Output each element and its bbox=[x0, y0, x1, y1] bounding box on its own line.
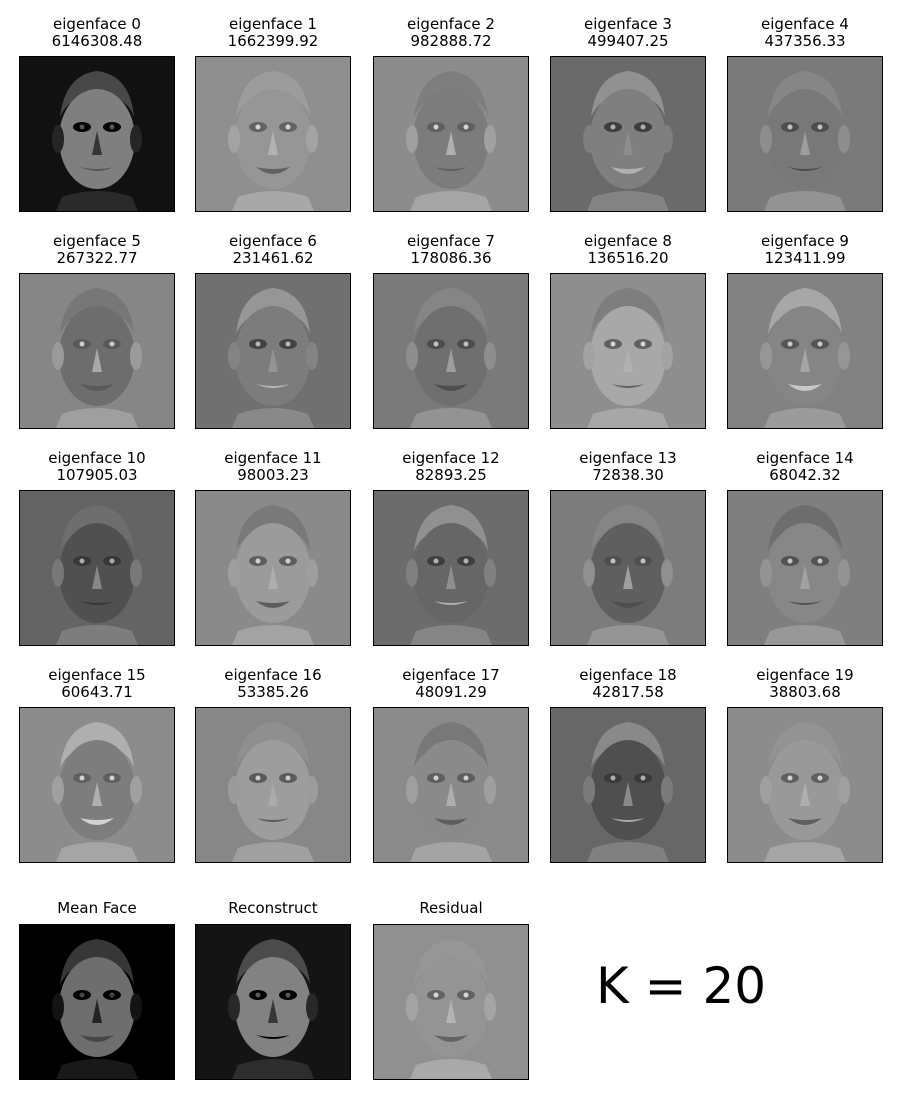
eigenface-title: eigenface 13 bbox=[579, 449, 677, 467]
eigenface-title: eigenface 1 bbox=[229, 15, 317, 33]
eigenface-image bbox=[19, 273, 175, 429]
eigenface-title: eigenface 5 bbox=[53, 232, 141, 250]
eigenface-title: eigenface 6 bbox=[229, 232, 317, 250]
eigenface-title: eigenface 4 bbox=[761, 15, 849, 33]
eigenface-title: eigenface 18 bbox=[579, 666, 677, 684]
reconstruct-title: Reconstruct bbox=[228, 899, 318, 917]
eigenvalue: 136516.20 bbox=[587, 249, 669, 267]
eigenface-image bbox=[550, 273, 706, 429]
eigenvalue: 499407.25 bbox=[587, 32, 669, 50]
eigenface-image bbox=[19, 56, 175, 212]
eigenface-image bbox=[727, 56, 883, 212]
eigenface-image bbox=[373, 707, 529, 863]
eigenface-title: eigenface 17 bbox=[402, 666, 500, 684]
eigenface-image bbox=[19, 490, 175, 646]
eigenvalue: 6146308.48 bbox=[51, 32, 143, 50]
eigenvalue: 178086.36 bbox=[410, 249, 492, 267]
residual-title: Residual bbox=[419, 899, 483, 917]
eigenface-image bbox=[727, 273, 883, 429]
k-value-label: K = 20 bbox=[596, 957, 767, 1015]
eigenface-image bbox=[195, 56, 351, 212]
eigenface-panel: eigenface 13 72838.30 bbox=[550, 450, 706, 484]
eigenvalue: 53385.26 bbox=[237, 683, 309, 701]
eigenvalue: 231461.62 bbox=[232, 249, 314, 267]
eigenface-image bbox=[727, 490, 883, 646]
eigenface-image bbox=[550, 56, 706, 212]
eigenface-title: eigenface 12 bbox=[402, 449, 500, 467]
eigenvalue: 98003.23 bbox=[237, 466, 309, 484]
eigenface-panel: eigenface 17 48091.29 bbox=[373, 667, 529, 701]
eigenface-image bbox=[373, 273, 529, 429]
eigenvalue: 123411.99 bbox=[764, 249, 846, 267]
eigenvalue: 48091.29 bbox=[415, 683, 487, 701]
mean-face-panel: Mean Face bbox=[19, 900, 175, 917]
residual-panel: Residual bbox=[373, 900, 529, 917]
eigenface-image bbox=[550, 707, 706, 863]
eigenface-panel: eigenface 7 178086.36 bbox=[373, 233, 529, 267]
eigenface-panel: eigenface 6 231461.62 bbox=[195, 233, 351, 267]
eigenface-panel: eigenface 0 6146308.48 bbox=[19, 16, 175, 50]
eigenface-image bbox=[727, 707, 883, 863]
eigenface-image bbox=[19, 707, 175, 863]
eigenface-title: eigenface 14 bbox=[756, 449, 854, 467]
eigenface-image bbox=[550, 490, 706, 646]
eigenvalue: 267322.77 bbox=[56, 249, 138, 267]
eigenvalue: 68042.32 bbox=[769, 466, 841, 484]
eigenface-title: eigenface 0 bbox=[53, 15, 141, 33]
eigenface-title: eigenface 10 bbox=[48, 449, 146, 467]
eigenface-image bbox=[195, 707, 351, 863]
eigenface-panel: eigenface 19 38803.68 bbox=[727, 667, 883, 701]
eigenface-image bbox=[195, 273, 351, 429]
eigenface-title: eigenface 15 bbox=[48, 666, 146, 684]
eigenface-panel: eigenface 9 123411.99 bbox=[727, 233, 883, 267]
mean-face-title: Mean Face bbox=[57, 899, 137, 917]
eigenface-image bbox=[195, 490, 351, 646]
eigenface-panel: eigenface 2 982888.72 bbox=[373, 16, 529, 50]
residual-image bbox=[373, 924, 529, 1080]
eigenvalue: 82893.25 bbox=[415, 466, 487, 484]
eigenface-panel: eigenface 15 60643.71 bbox=[19, 667, 175, 701]
eigenvalue: 42817.58 bbox=[592, 683, 664, 701]
eigenface-image bbox=[373, 490, 529, 646]
reconstruct-image bbox=[195, 924, 351, 1080]
eigenface-title: eigenface 7 bbox=[407, 232, 495, 250]
eigenface-panel: eigenface 16 53385.26 bbox=[195, 667, 351, 701]
eigenface-panel: eigenface 1 1662399.92 bbox=[195, 16, 351, 50]
eigenface-panel: eigenface 11 98003.23 bbox=[195, 450, 351, 484]
eigenface-panel: eigenface 12 82893.25 bbox=[373, 450, 529, 484]
eigenface-title: eigenface 11 bbox=[224, 449, 322, 467]
eigenface-title: eigenface 9 bbox=[761, 232, 849, 250]
eigenface-panel: eigenface 5 267322.77 bbox=[19, 233, 175, 267]
eigenface-title: eigenface 2 bbox=[407, 15, 495, 33]
eigenface-title: eigenface 8 bbox=[584, 232, 672, 250]
eigenface-title: eigenface 3 bbox=[584, 15, 672, 33]
eigenface-image bbox=[373, 56, 529, 212]
eigenface-panel: eigenface 10 107905.03 bbox=[19, 450, 175, 484]
eigenvalue: 72838.30 bbox=[592, 466, 664, 484]
eigenvalue: 982888.72 bbox=[410, 32, 492, 50]
eigenvalue: 38803.68 bbox=[769, 683, 841, 701]
eigenvalue: 437356.33 bbox=[764, 32, 846, 50]
eigenface-panel: eigenface 3 499407.25 bbox=[550, 16, 706, 50]
eigenface-panel: eigenface 4 437356.33 bbox=[727, 16, 883, 50]
mean-face-image bbox=[19, 924, 175, 1080]
eigenface-panel: eigenface 14 68042.32 bbox=[727, 450, 883, 484]
reconstruct-panel: Reconstruct bbox=[195, 900, 351, 917]
eigenvalue: 1662399.92 bbox=[227, 32, 319, 50]
eigenface-panel: eigenface 8 136516.20 bbox=[550, 233, 706, 267]
eigenvalue: 107905.03 bbox=[56, 466, 138, 484]
eigenface-title: eigenface 16 bbox=[224, 666, 322, 684]
eigenface-panel: eigenface 18 42817.58 bbox=[550, 667, 706, 701]
eigenvalue: 60643.71 bbox=[61, 683, 133, 701]
eigenface-title: eigenface 19 bbox=[756, 666, 854, 684]
